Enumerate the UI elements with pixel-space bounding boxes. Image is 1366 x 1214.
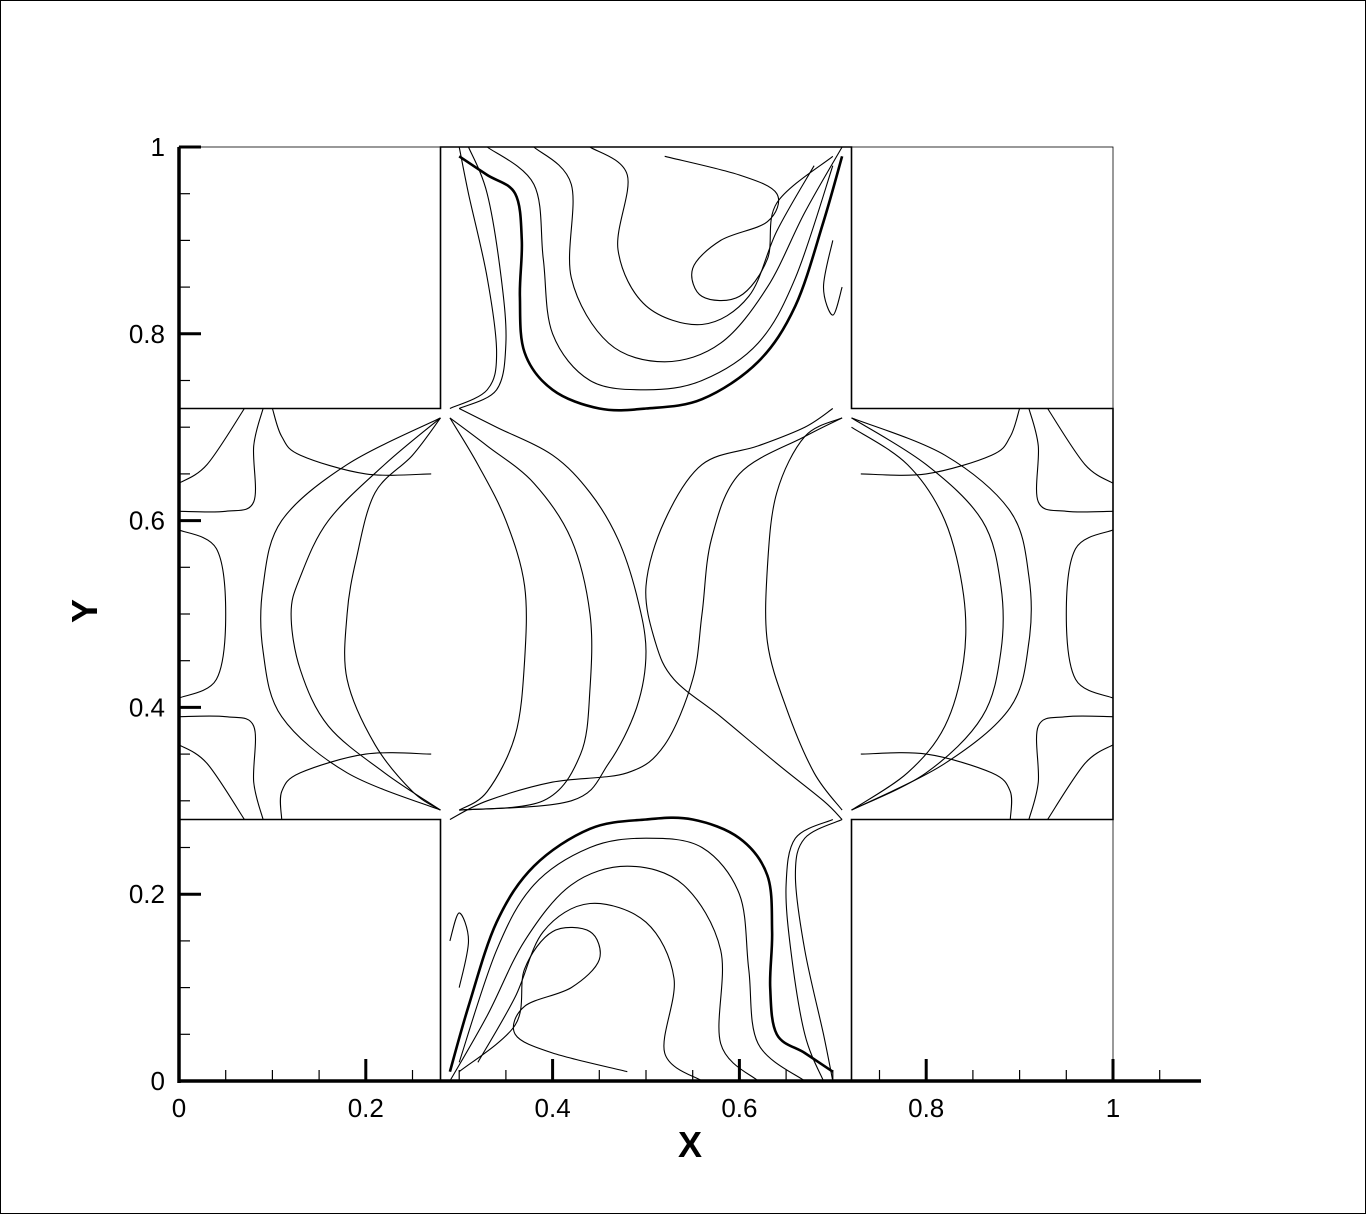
y-tick-label: 0.6 [129, 506, 165, 536]
contour-line [449, 417, 843, 820]
contour-line [448, 816, 834, 1073]
contour-line [178, 744, 245, 820]
contour-line [664, 155, 834, 302]
contour-line [344, 417, 441, 811]
contour-line [279, 752, 432, 820]
domain-outline [178, 146, 1114, 1082]
x-tick-label: 0.4 [535, 1093, 571, 1123]
y-axis-title: Y [64, 599, 105, 623]
contour-line [851, 417, 1004, 811]
plot-area-frame [178, 146, 1114, 1082]
contour-line [458, 926, 628, 1073]
contour-line [860, 408, 1021, 476]
contour-line [178, 408, 264, 513]
contour-line [477, 902, 703, 1082]
contour-line [1028, 715, 1114, 820]
contour-line [822, 240, 843, 316]
contour-line [178, 715, 264, 820]
x-tick-label: 0 [172, 1093, 186, 1123]
y-tick-label: 0.4 [129, 692, 165, 722]
contour-line [449, 865, 759, 1082]
contour-line [458, 408, 647, 811]
contour-line [1047, 408, 1114, 484]
contour-line [589, 146, 815, 326]
contour-line [860, 752, 1013, 820]
contour-line [271, 408, 432, 476]
contour-line [178, 408, 245, 484]
contour-line [785, 818, 834, 1082]
axes [177, 147, 1201, 1083]
x-tick-label: 0.8 [908, 1093, 944, 1123]
contour-line [449, 146, 498, 409]
contour-line [260, 417, 441, 811]
tick-labels: 0 0.2 0.4 0.6 0.8 1 0 0.2 0.4 0.6 0.8 1 [129, 132, 1120, 1123]
contour-line [458, 837, 806, 1082]
contour-line [765, 417, 843, 811]
x-tick-label: 1 [1106, 1093, 1120, 1123]
contour-line [290, 417, 441, 811]
plot-frame [178, 146, 1114, 1082]
contour-line [449, 417, 593, 811]
contour-line [458, 155, 844, 412]
y-tick-label: 0.2 [129, 879, 165, 909]
ticks [177, 145, 1161, 1083]
contour-line [486, 146, 834, 391]
contour-line [178, 529, 227, 699]
contour-line [794, 819, 843, 1082]
contour-line [1047, 744, 1114, 820]
y-tick-label: 0.8 [129, 319, 165, 349]
cross-domain-boundary [178, 146, 1114, 1082]
x-tick-label: 0.6 [721, 1093, 757, 1123]
contour-line [851, 417, 1032, 811]
x-axis-title: X [678, 1124, 702, 1165]
contour-line [449, 912, 470, 988]
y-tick-label: 1 [151, 132, 165, 162]
contour-line [645, 408, 843, 820]
x-tick-label: 0.2 [348, 1093, 384, 1123]
contour-line [458, 146, 507, 410]
y-tick-label: 0 [151, 1066, 165, 1096]
contour-line [449, 417, 527, 811]
contour-line [851, 426, 967, 811]
contour-lines [178, 146, 1114, 1082]
contour-line [1028, 408, 1114, 513]
contour-line [1065, 529, 1114, 699]
contour-line [533, 146, 843, 363]
